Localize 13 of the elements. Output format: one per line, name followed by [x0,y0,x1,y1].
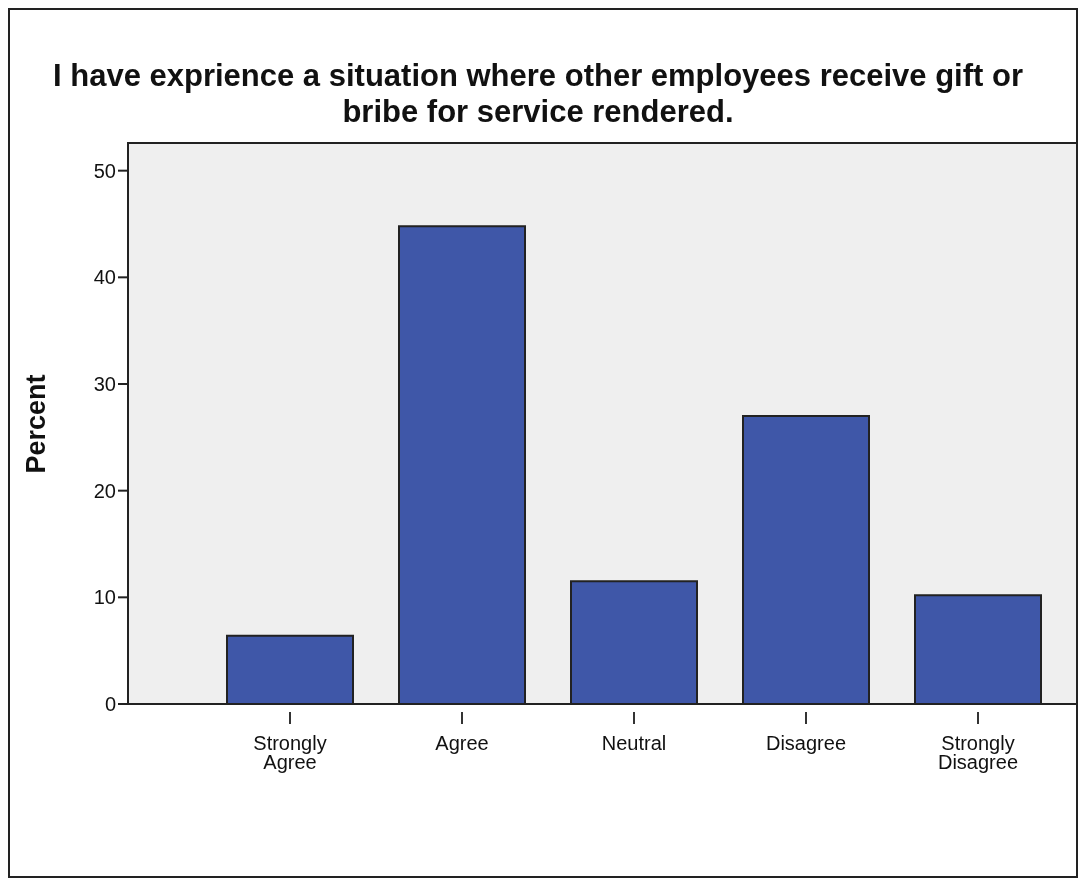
x-tick-label: Strongly Disagree [937,732,1019,773]
x-tick-label: Neutral [601,732,667,754]
x-tick-label: Agree [435,732,489,754]
y-tick-label: 10 [93,586,116,609]
y-axis-title: Percent [20,374,51,474]
y-tick-label: 40 [93,266,116,289]
chart-title: I have exprience a situation where other employees receive gift or bribe for service rendered. [52,58,1024,130]
y-tick-label: 20 [93,479,116,502]
y-tick-label: 0 [104,693,116,716]
y-tick-label: 50 [93,159,116,182]
x-tick-label: Strongly Agree [253,732,327,773]
x-tick-label: Disagree [765,732,847,754]
y-tick-label: 30 [93,373,116,396]
